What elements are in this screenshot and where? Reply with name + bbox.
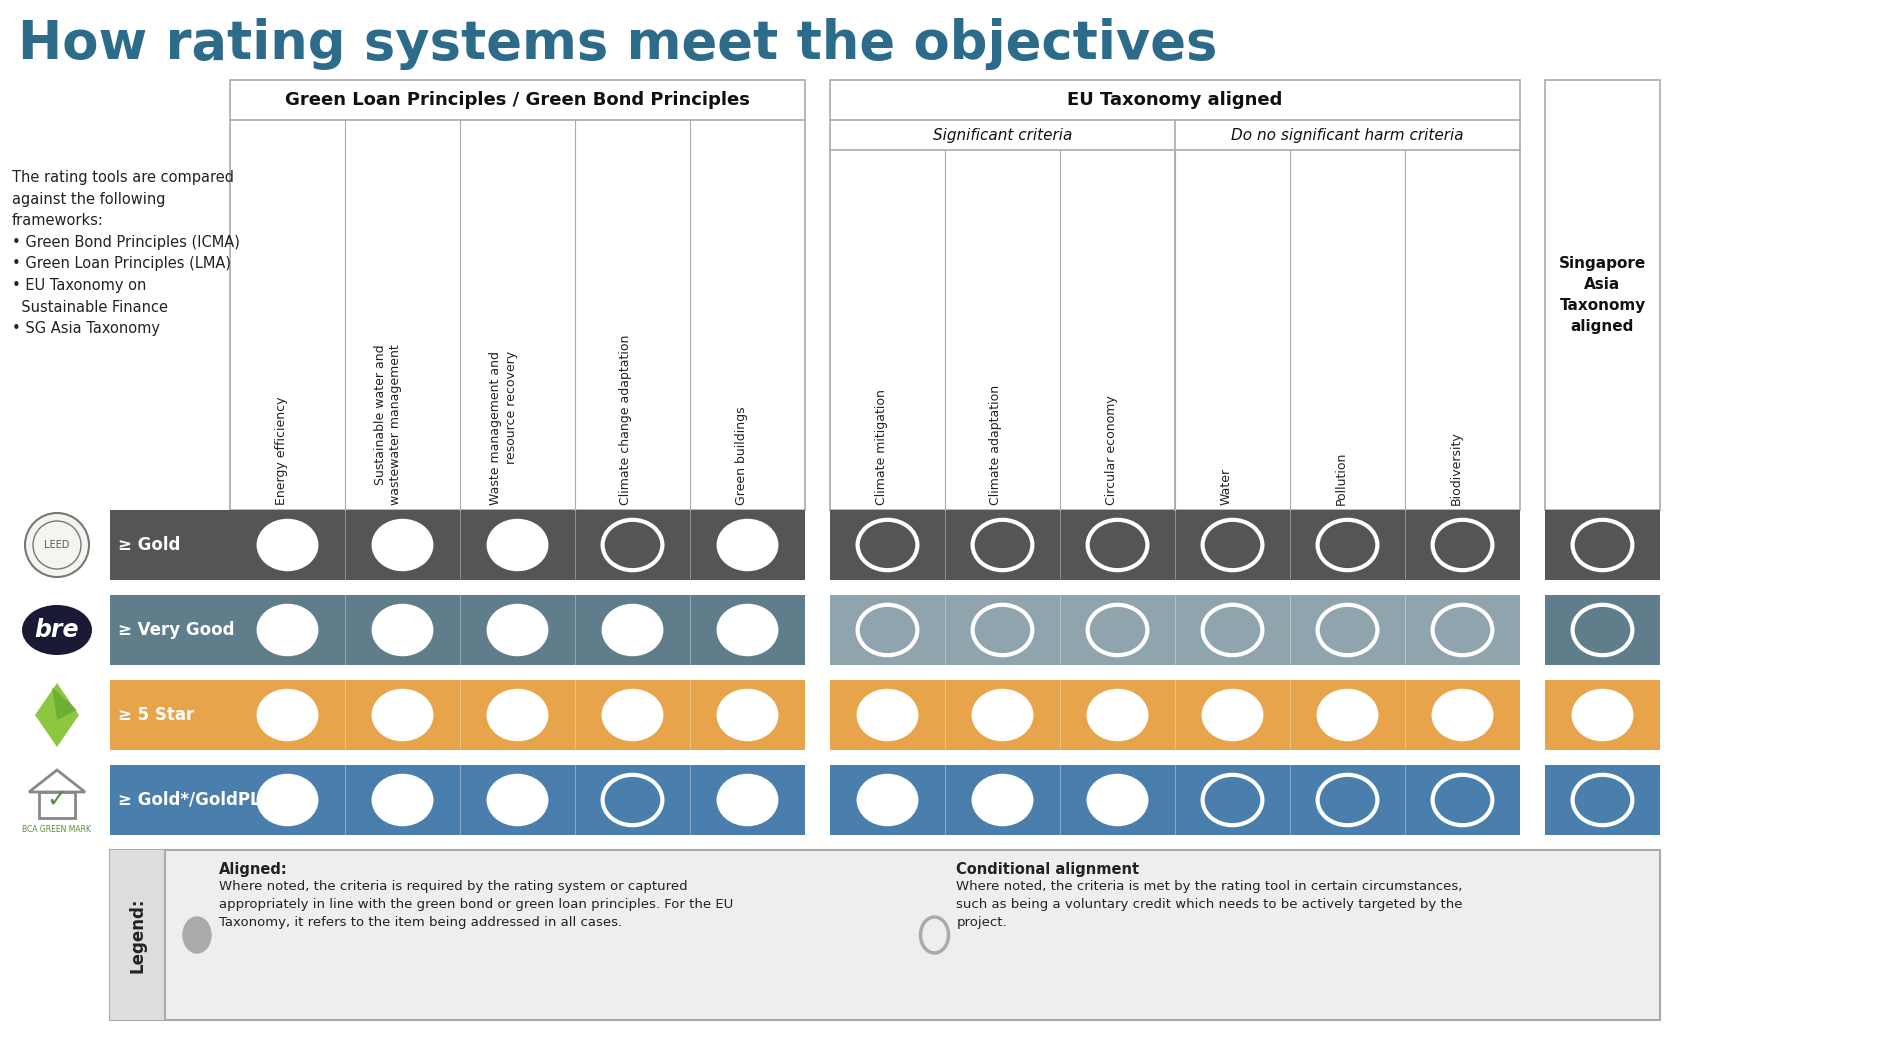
Ellipse shape [487, 775, 547, 825]
FancyBboxPatch shape [229, 80, 805, 510]
Ellipse shape [487, 520, 547, 570]
Text: Conditional alignment: Conditional alignment [957, 862, 1139, 877]
Ellipse shape [372, 605, 432, 655]
Text: The rating tools are compared
against the following
frameworks:
• Green Bond Pri: The rating tools are compared against th… [11, 170, 241, 336]
FancyBboxPatch shape [111, 850, 1660, 1020]
Ellipse shape [857, 775, 917, 825]
FancyBboxPatch shape [1545, 510, 1660, 580]
FancyBboxPatch shape [829, 680, 1521, 750]
FancyBboxPatch shape [829, 80, 1521, 510]
Text: Biodiversity: Biodiversity [1449, 432, 1463, 505]
Ellipse shape [1433, 690, 1493, 740]
Ellipse shape [487, 605, 547, 655]
Text: EU Taxonomy aligned: EU Taxonomy aligned [1068, 92, 1282, 109]
FancyBboxPatch shape [829, 510, 1521, 580]
Text: Climate mitigation: Climate mitigation [874, 389, 887, 505]
FancyBboxPatch shape [1545, 80, 1660, 510]
Text: Sustainable water and
wastewater management: Sustainable water and wastewater managem… [374, 344, 402, 505]
Text: ✓: ✓ [47, 788, 68, 812]
Text: Pollution: Pollution [1335, 451, 1348, 505]
Ellipse shape [487, 690, 547, 740]
Text: ≥ Gold: ≥ Gold [118, 536, 180, 554]
Text: Climate adaptation: Climate adaptation [989, 385, 1002, 505]
FancyBboxPatch shape [1545, 680, 1660, 750]
Text: Singapore
Asia
Taxonomy
aligned: Singapore Asia Taxonomy aligned [1559, 256, 1647, 334]
Ellipse shape [182, 917, 211, 953]
Polygon shape [53, 687, 77, 720]
Text: ≥ 5 Star: ≥ 5 Star [118, 706, 194, 724]
Ellipse shape [258, 520, 318, 570]
Text: Energy efficiency: Energy efficiency [274, 396, 288, 505]
Ellipse shape [1203, 690, 1261, 740]
Text: bre: bre [34, 618, 79, 642]
Ellipse shape [372, 690, 432, 740]
FancyBboxPatch shape [1545, 595, 1660, 665]
FancyBboxPatch shape [829, 595, 1521, 665]
Ellipse shape [972, 775, 1032, 825]
Ellipse shape [1089, 775, 1147, 825]
FancyBboxPatch shape [111, 510, 805, 580]
FancyBboxPatch shape [111, 680, 805, 750]
Ellipse shape [603, 605, 662, 655]
Text: Climate change adaptation: Climate change adaptation [620, 335, 632, 505]
Text: Water: Water [1220, 468, 1233, 505]
Text: Significant criteria: Significant criteria [932, 128, 1072, 142]
Ellipse shape [372, 520, 432, 570]
Text: Green buildings: Green buildings [735, 407, 748, 505]
Text: BCA GREEN MARK: BCA GREEN MARK [23, 826, 92, 834]
FancyBboxPatch shape [111, 765, 805, 835]
Text: Where noted, the criteria is met by the rating tool in certain circumstances,
su: Where noted, the criteria is met by the … [957, 880, 1463, 929]
Ellipse shape [372, 775, 432, 825]
Text: Where noted, the criteria is required by the rating system or captured
appropria: Where noted, the criteria is required by… [218, 880, 733, 929]
Text: LEED: LEED [45, 540, 70, 550]
Ellipse shape [1089, 690, 1147, 740]
Ellipse shape [1572, 690, 1632, 740]
Ellipse shape [718, 690, 778, 740]
FancyBboxPatch shape [1545, 765, 1660, 835]
Circle shape [24, 513, 88, 577]
Text: Green Loan Principles / Green Bond Principles: Green Loan Principles / Green Bond Princ… [286, 92, 750, 109]
Polygon shape [36, 683, 79, 747]
Ellipse shape [718, 605, 778, 655]
FancyBboxPatch shape [829, 765, 1521, 835]
Ellipse shape [718, 775, 778, 825]
Ellipse shape [258, 690, 318, 740]
Text: Legend:: Legend: [128, 898, 147, 972]
Ellipse shape [718, 520, 778, 570]
FancyBboxPatch shape [111, 850, 165, 1020]
Ellipse shape [1318, 690, 1378, 740]
Text: Circular economy: Circular economy [1105, 395, 1117, 505]
Text: How rating systems meet the objectives: How rating systems meet the objectives [19, 18, 1218, 70]
Text: Do no significant harm criteria: Do no significant harm criteria [1231, 128, 1465, 142]
Ellipse shape [603, 690, 662, 740]
Ellipse shape [258, 605, 318, 655]
FancyBboxPatch shape [111, 595, 805, 665]
Text: Waste management and
resource recovery: Waste management and resource recovery [489, 352, 517, 505]
Text: ≥ Gold*/GoldPLUS: ≥ Gold*/GoldPLUS [118, 791, 286, 809]
Text: Aligned:: Aligned: [218, 862, 288, 877]
Ellipse shape [23, 605, 92, 655]
Text: ≥ Very Good: ≥ Very Good [118, 621, 235, 639]
Ellipse shape [258, 775, 318, 825]
Ellipse shape [857, 690, 917, 740]
Ellipse shape [972, 690, 1032, 740]
